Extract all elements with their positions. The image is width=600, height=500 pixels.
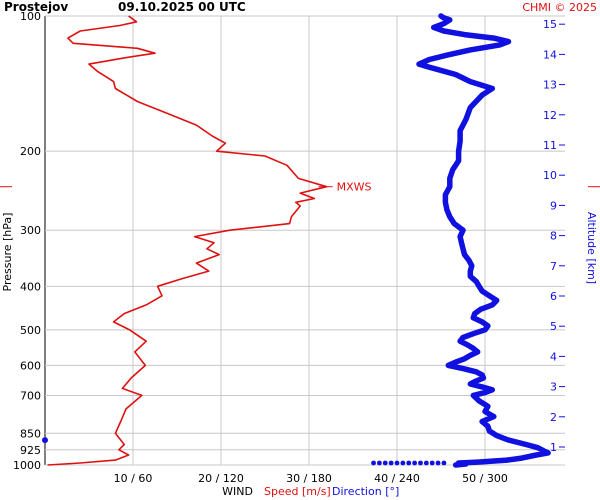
pressure-tick-label: 850: [20, 427, 41, 440]
altitude-tick-label: 10: [543, 169, 557, 182]
altitude-tick-label: 8: [550, 230, 557, 243]
pressure-tick-label: 925: [20, 444, 41, 457]
direction-dot: [371, 460, 376, 466]
direction-dot: [406, 460, 412, 466]
direction-dot: [418, 460, 423, 466]
direction-dot: [400, 460, 406, 466]
station-name: Prostejov: [4, 0, 68, 14]
sounding-datetime: 09.10.2025 00 UTC: [118, 0, 246, 14]
altitude-tick-label: 14: [543, 48, 557, 61]
direction-dot: [435, 460, 441, 466]
pressure-tick-label: 500: [20, 324, 41, 337]
direction-dot: [394, 460, 400, 466]
mxws-label: MXWS: [337, 181, 372, 194]
altitude-tick-label: 16: [543, 0, 557, 1]
direction-dot: [441, 460, 447, 466]
pressure-axis-label: Pressure [hPa]: [1, 213, 14, 292]
direction-line: [416, 13, 551, 468]
wind-tick-label: 10 / 60: [114, 472, 153, 485]
direction-dot: [388, 460, 394, 466]
pressure-tick-label: 700: [20, 389, 41, 402]
wind-tick-label: 20 / 120: [198, 472, 244, 485]
pressure-tick-labels: 100 200 300 400 500 600 700 850 925 1000: [13, 10, 41, 472]
direction-marker-dot: [42, 437, 48, 444]
altitude-tick-label: 2: [550, 411, 557, 424]
direction-dot: [412, 460, 417, 466]
altitude-tick-labels: 12345678910111213141516: [543, 0, 565, 454]
direction-dot: [377, 460, 382, 466]
speed-line: [47, 15, 328, 466]
direction-dot: [423, 460, 429, 466]
direction-dot: [429, 460, 435, 466]
wind-tick-labels: 10 / 60 20 / 120 30 / 180 40 / 240 50 / 300: [114, 472, 508, 485]
altitude-tick-label: 11: [543, 139, 557, 152]
pressure-tick-label: 400: [20, 280, 41, 293]
pressure-tick-label: 1000: [13, 459, 41, 472]
credit-label: CHMI © 2025: [522, 1, 597, 14]
altitude-tick-label: 3: [550, 381, 557, 394]
pressure-tick-label: 600: [20, 359, 41, 372]
wind-axis-title: WIND: [222, 485, 253, 498]
altitude-tick-label: 4: [550, 350, 557, 363]
data-series: [42, 13, 551, 468]
altitude-tick-label: 12: [543, 109, 557, 122]
altitude-tick-label: 7: [550, 260, 557, 273]
altitude-tick-label: 13: [543, 79, 557, 92]
direction-axis-label: Direction [°]: [332, 485, 399, 498]
chart-annotations: MXWS: [0, 181, 600, 194]
pressure-tick-label: 300: [20, 224, 41, 237]
altitude-tick-label: 6: [550, 290, 557, 303]
wind-tick-label: 50 / 300: [462, 472, 508, 485]
altitude-tick-label: 5: [550, 320, 557, 333]
altitude-tick-label: 9: [550, 199, 557, 212]
direction-dot: [382, 460, 388, 466]
altitude-tick-label: 1: [550, 441, 557, 454]
grid-lines: [44, 15, 565, 466]
wind-tick-label: 40 / 240: [374, 472, 420, 485]
altitude-tick-label: 15: [543, 18, 557, 31]
wind-tick-label: 30 / 180: [286, 472, 332, 485]
pressure-tick-label: 200: [20, 145, 41, 158]
pressure-tick-label: 100: [20, 10, 41, 23]
speed-axis-label: Speed [m/s]: [264, 485, 331, 498]
altitude-axis-label: Altitude [km]: [585, 212, 598, 284]
